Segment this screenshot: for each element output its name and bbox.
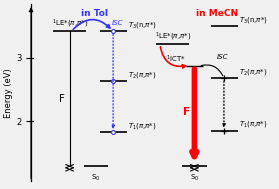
Text: $^1$LE*($\pi$,$\pi$*): $^1$LE*($\pi$,$\pi$*) [52,18,89,30]
Text: $^1$ICT*: $^1$ICT* [166,54,186,65]
Text: $^1$LE*($\pi$,$\pi$*): $^1$LE*($\pi$,$\pi$*) [155,30,191,43]
Text: F: F [59,94,65,104]
Text: $T_1$($\pi$,$\pi$*): $T_1$($\pi$,$\pi$*) [128,121,157,131]
Text: $T_2$($\pi$,$\pi$*): $T_2$($\pi$,$\pi$*) [128,70,157,80]
Text: in MeCN: in MeCN [196,9,239,18]
Text: $T_3$(n,$\pi$*): $T_3$(n,$\pi$*) [239,15,268,25]
Text: S$_0$: S$_0$ [91,173,100,183]
Text: in Tol: in Tol [81,9,108,18]
Text: F: F [183,107,191,117]
Text: S$_0$: S$_0$ [190,173,199,183]
Y-axis label: Energy (eV): Energy (eV) [4,68,13,118]
Text: $T_2$($\pi$,$\pi$*): $T_2$($\pi$,$\pi$*) [239,67,267,77]
Text: $T_1$($\pi$,$\pi$*): $T_1$($\pi$,$\pi$*) [239,119,267,129]
Text: ISC: ISC [112,20,124,26]
Text: ISC: ISC [217,54,228,60]
Text: $T_3$(n,$\pi$*): $T_3$(n,$\pi$*) [128,20,157,30]
